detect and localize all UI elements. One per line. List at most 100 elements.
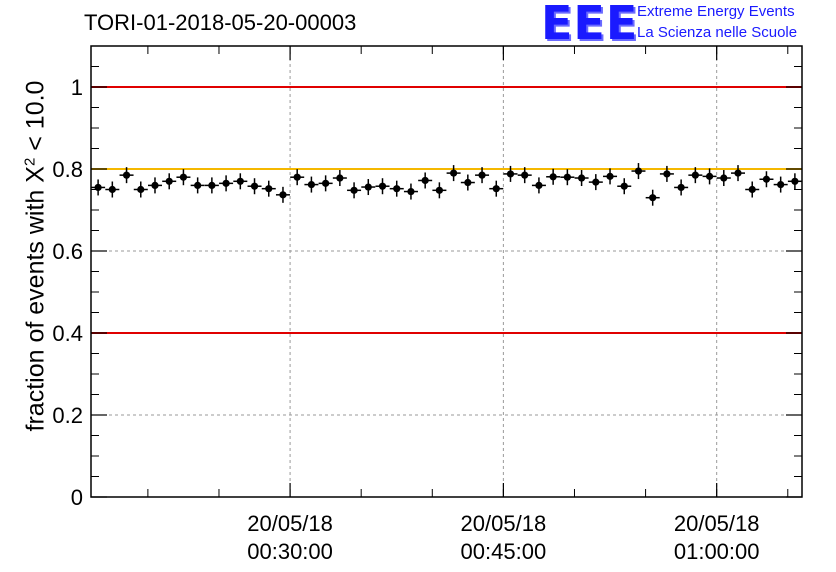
data-point <box>219 175 234 192</box>
data-point <box>503 165 518 182</box>
data-point <box>759 171 774 188</box>
data-point-marker <box>521 171 529 179</box>
data-point <box>176 169 191 186</box>
data-point-marker <box>563 173 571 181</box>
data-point-marker <box>265 185 273 193</box>
data-point <box>204 177 219 194</box>
x-axis: 20/05/18 00:30:00 20/05/18 00:45:00 20/05/18… <box>147 46 789 564</box>
data-point-marker <box>307 180 316 189</box>
data-point <box>645 189 660 206</box>
data-point-marker <box>393 185 401 193</box>
data-point-marker <box>137 185 145 194</box>
data-point <box>190 177 205 194</box>
y-tick-label: 0 <box>71 485 83 510</box>
data-point-marker <box>478 171 486 179</box>
reference-lines <box>91 86 802 334</box>
data-point <box>517 167 532 184</box>
data-point-marker <box>336 174 344 182</box>
data-point-marker <box>535 181 543 189</box>
grid <box>91 46 802 498</box>
data-point-marker <box>506 170 515 178</box>
data-point <box>531 177 546 194</box>
y-axis-label-symbol: X <box>21 166 50 183</box>
data-point-marker <box>649 194 657 202</box>
data-point-marker <box>663 170 671 178</box>
data-point-marker <box>549 173 557 181</box>
data-points <box>91 163 802 206</box>
data-point-marker <box>250 182 259 190</box>
data-point <box>147 177 162 194</box>
eee-logo: EEE Extreme Energy Events La Scienza nel… <box>541 0 831 50</box>
data-point <box>745 181 760 198</box>
plot-frame <box>90 45 803 498</box>
data-point-marker <box>151 181 159 189</box>
data-point <box>603 168 618 185</box>
y-axis-label-exponent: 2 <box>21 157 39 167</box>
data-point-marker <box>194 181 202 189</box>
data-point-marker <box>236 177 244 185</box>
data-point <box>162 173 177 190</box>
data-point <box>418 172 433 189</box>
data-point-marker <box>464 178 472 187</box>
data-point <box>674 179 689 196</box>
data-point <box>389 180 404 197</box>
data-point-marker <box>677 183 685 192</box>
data-point-marker <box>350 186 358 194</box>
y-axis-label-suffix: < 10.0 <box>21 80 50 158</box>
data-point <box>403 183 418 200</box>
data-point-marker <box>222 179 230 187</box>
data-point-marker <box>606 172 614 180</box>
data-point-marker <box>592 178 600 186</box>
data-point-marker <box>450 169 458 177</box>
data-point-marker <box>378 182 387 190</box>
x-tick-label-time: 00:30:00 <box>247 539 333 564</box>
data-point-marker <box>165 177 173 185</box>
logo-line-2: La Scienza nelle Scuole <box>637 24 798 41</box>
data-point-marker <box>734 169 742 177</box>
data-point <box>588 174 603 191</box>
data-point-marker <box>762 175 771 183</box>
data-point-marker <box>435 186 443 194</box>
data-point <box>731 165 746 182</box>
data-point <box>332 170 347 187</box>
chart-title: TORI-01-2018-05-20-00003 <box>84 10 357 35</box>
data-point <box>460 174 475 191</box>
data-point <box>702 168 717 185</box>
data-point <box>261 180 276 197</box>
y-tick-label: 0.6 <box>52 239 83 264</box>
data-point <box>247 178 262 195</box>
x-tick-label-date: 20/05/18 <box>674 511 760 536</box>
data-point <box>617 178 632 195</box>
data-point-marker <box>179 173 188 181</box>
data-point-marker <box>620 182 628 190</box>
data-point <box>105 181 120 198</box>
data-point-marker <box>421 176 429 185</box>
data-point <box>375 178 390 195</box>
data-point-marker <box>208 181 216 189</box>
y-tick-label: 0.4 <box>52 321 83 346</box>
data-point <box>318 175 333 192</box>
y-tick-label: 0.2 <box>52 403 83 428</box>
data-point <box>91 179 106 196</box>
x-tick-label-date: 20/05/18 <box>461 511 547 536</box>
data-point <box>631 163 646 180</box>
x-tick-label-date: 20/05/18 <box>247 511 333 536</box>
x-tick-label-time: 01:00:00 <box>674 539 760 564</box>
data-point <box>119 167 134 184</box>
data-point-marker <box>720 174 728 182</box>
data-point <box>773 176 788 193</box>
eee-logo-mark: EEE <box>541 0 639 50</box>
data-point <box>304 176 319 193</box>
data-point-marker <box>634 167 643 175</box>
y-tick-label: 0.8 <box>52 157 83 182</box>
x-tick-label-time: 00:45:00 <box>461 539 547 564</box>
data-point-marker <box>705 172 714 180</box>
data-point-marker <box>364 183 372 191</box>
data-point-marker <box>777 180 785 189</box>
data-point-marker <box>407 187 415 196</box>
data-point <box>361 179 376 196</box>
data-point <box>659 165 674 182</box>
data-point-marker <box>322 179 330 187</box>
data-point <box>475 167 490 184</box>
